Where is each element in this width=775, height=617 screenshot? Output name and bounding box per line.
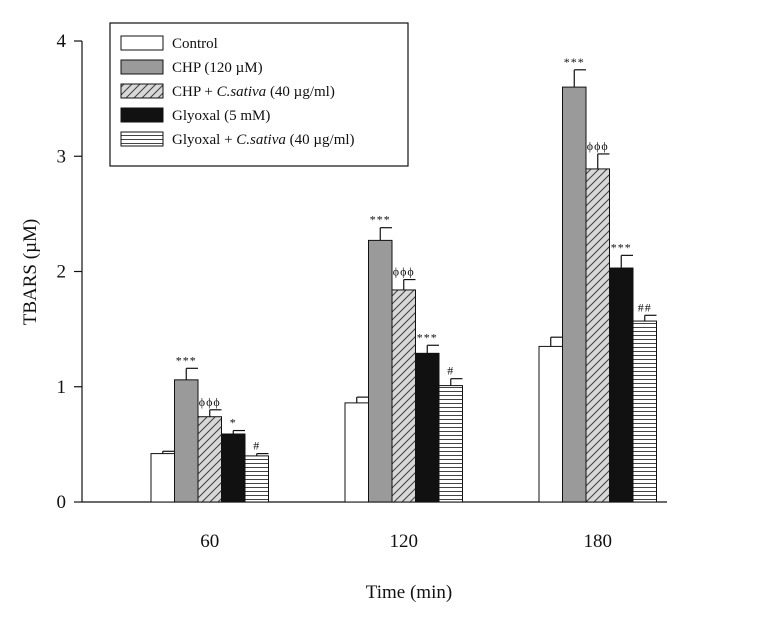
legend-entry: Glyoxal + C.sativa (40 µg/ml) [120,131,355,148]
x-tick-label: 60 [200,531,219,552]
legend-entry: Control [120,35,218,52]
y-tick-label: 3 [57,146,67,167]
bar [438,385,463,503]
error-bar [426,344,439,354]
bar [150,453,175,503]
y-tick-label: 0 [57,492,67,513]
bar [197,416,222,503]
legend-label: Glyoxal + C.sativa (40 µg/ml) [172,132,355,148]
y-tick-label: 4 [57,31,67,52]
error-bar [403,278,416,290]
y-tick-label: 2 [57,262,67,283]
legend-swatch [120,83,164,99]
y-axis-label: TBARS (µM) [20,219,41,326]
error-bar [573,69,586,88]
error-bar [379,227,392,241]
error-bar [232,429,245,435]
significance-label: * [230,416,237,430]
error-bar [185,367,198,380]
error-bar [356,396,369,403]
legend-label: Glyoxal (5 mM) [172,108,270,124]
error-bars [162,69,657,456]
significance-label: *** [611,240,632,254]
error-bar [209,409,222,417]
bar [174,379,199,503]
bar [415,352,440,503]
legend-entry: Glyoxal (5 mM) [120,107,270,124]
legend-label: CHP + C.sativa (40 µg/ml) [172,84,335,100]
error-bar [597,153,610,169]
significance-label: ϕϕϕ [393,265,415,279]
bar [562,86,587,503]
error-bar [644,314,657,322]
bar [609,267,634,503]
x-ticks: 60 120 180 [200,531,612,552]
legend-entry: CHP (120 µM) [120,59,263,76]
significance-label: ϕϕϕ [199,395,221,409]
legend: Control CHP (120 µM) CHP + C.sativa (40 µg… [109,22,409,167]
significance-label: *** [417,330,438,344]
bar [221,433,246,503]
significance-label: *** [564,55,585,69]
error-bar [550,336,563,347]
x-tick-label: 120 [390,531,419,552]
significance-label: *** [176,353,197,367]
significance-label: ## [638,300,652,314]
x-axis-label: Time (min) [366,582,452,603]
legend-swatch [120,107,164,123]
bar [344,402,369,503]
significance-label: # [253,439,260,453]
bar [244,455,269,503]
bar [391,289,416,503]
legend-label: Control [172,36,218,52]
legend-swatch [120,35,164,51]
bar [632,320,657,503]
bars [150,86,657,503]
legend-label: CHP (120 µM) [172,60,263,76]
error-bar [620,254,633,269]
legend-swatch [120,59,164,75]
y-ticks: 0 1 2 3 4 [57,31,82,513]
error-bar [162,450,175,454]
bar [368,239,393,503]
significance-label: ϕϕϕ [587,139,609,153]
significance-label: *** [370,213,391,227]
error-bar [256,452,269,456]
y-tick-label: 1 [57,377,67,398]
bar [538,345,563,503]
x-tick-label: 180 [584,531,613,552]
bar [585,168,610,503]
significance-label: # [447,364,454,378]
error-bar [450,378,463,386]
legend-entry: CHP + C.sativa (40 µg/ml) [120,83,335,100]
legend-swatch [120,131,164,147]
